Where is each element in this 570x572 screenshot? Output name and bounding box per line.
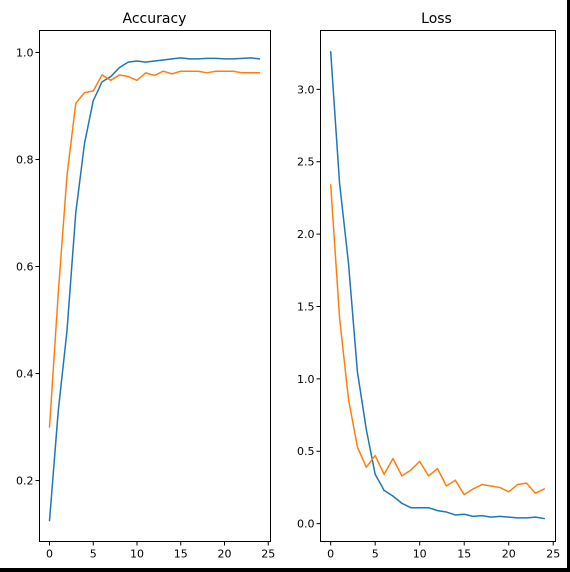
accuracy-x-tick-label: 15	[174, 548, 188, 561]
loss-y-tick-label: 2.0	[297, 228, 315, 241]
loss-x-tick-label: 15	[457, 548, 471, 561]
accuracy-y-tick-label: 0.8	[16, 153, 34, 166]
loss-series-1-line	[329, 50, 546, 520]
accuracy-x-tick-label: 25	[261, 548, 275, 561]
loss-axes-frame	[320, 30, 556, 542]
accuracy-x-tick-label: 10	[130, 548, 144, 561]
loss-panel: Loss 0 5 10 15 20 25 0.0 0.5 1.0 1.5 2.0 2.5 3.0	[297, 11, 560, 561]
loss-y-tick-label: 0.5	[297, 445, 315, 458]
accuracy-y-tick-label: 0.2	[16, 475, 34, 488]
accuracy-series-1-line	[48, 57, 261, 522]
loss-series-2-line	[329, 184, 546, 496]
loss-x-tick-label: 25	[546, 548, 560, 561]
accuracy-axes-frame	[39, 30, 271, 542]
loss-x-tick-label: 5	[372, 548, 379, 561]
accuracy-series-2-line	[48, 70, 261, 428]
accuracy-y-tick-label: 0.4	[16, 368, 34, 381]
loss-y-tick-label: 2.5	[297, 156, 315, 169]
accuracy-x-tick-label: 20	[218, 548, 232, 561]
loss-y-tick-label: 0.0	[297, 518, 315, 531]
loss-y-tick-label: 1.5	[297, 300, 315, 313]
loss-y-tick-label: 1.0	[297, 373, 315, 386]
accuracy-panel: Accuracy 0 5 10 15 20 25 0.2 0.4 0.6 0.8 1.0	[16, 11, 275, 561]
loss-x-tick-label: 20	[502, 548, 516, 561]
accuracy-title: Accuracy	[123, 11, 187, 27]
loss-x-tick-label: 0	[327, 548, 334, 561]
loss-y-tick-label: 3.0	[297, 83, 315, 96]
accuracy-y-tick-label: 0.6	[16, 261, 34, 274]
accuracy-y-tick-label: 1.0	[16, 46, 34, 59]
loss-x-tick-label: 10	[413, 548, 427, 561]
accuracy-x-tick-label: 0	[46, 548, 53, 561]
loss-title: Loss	[421, 11, 452, 27]
accuracy-x-tick-label: 5	[90, 548, 97, 561]
